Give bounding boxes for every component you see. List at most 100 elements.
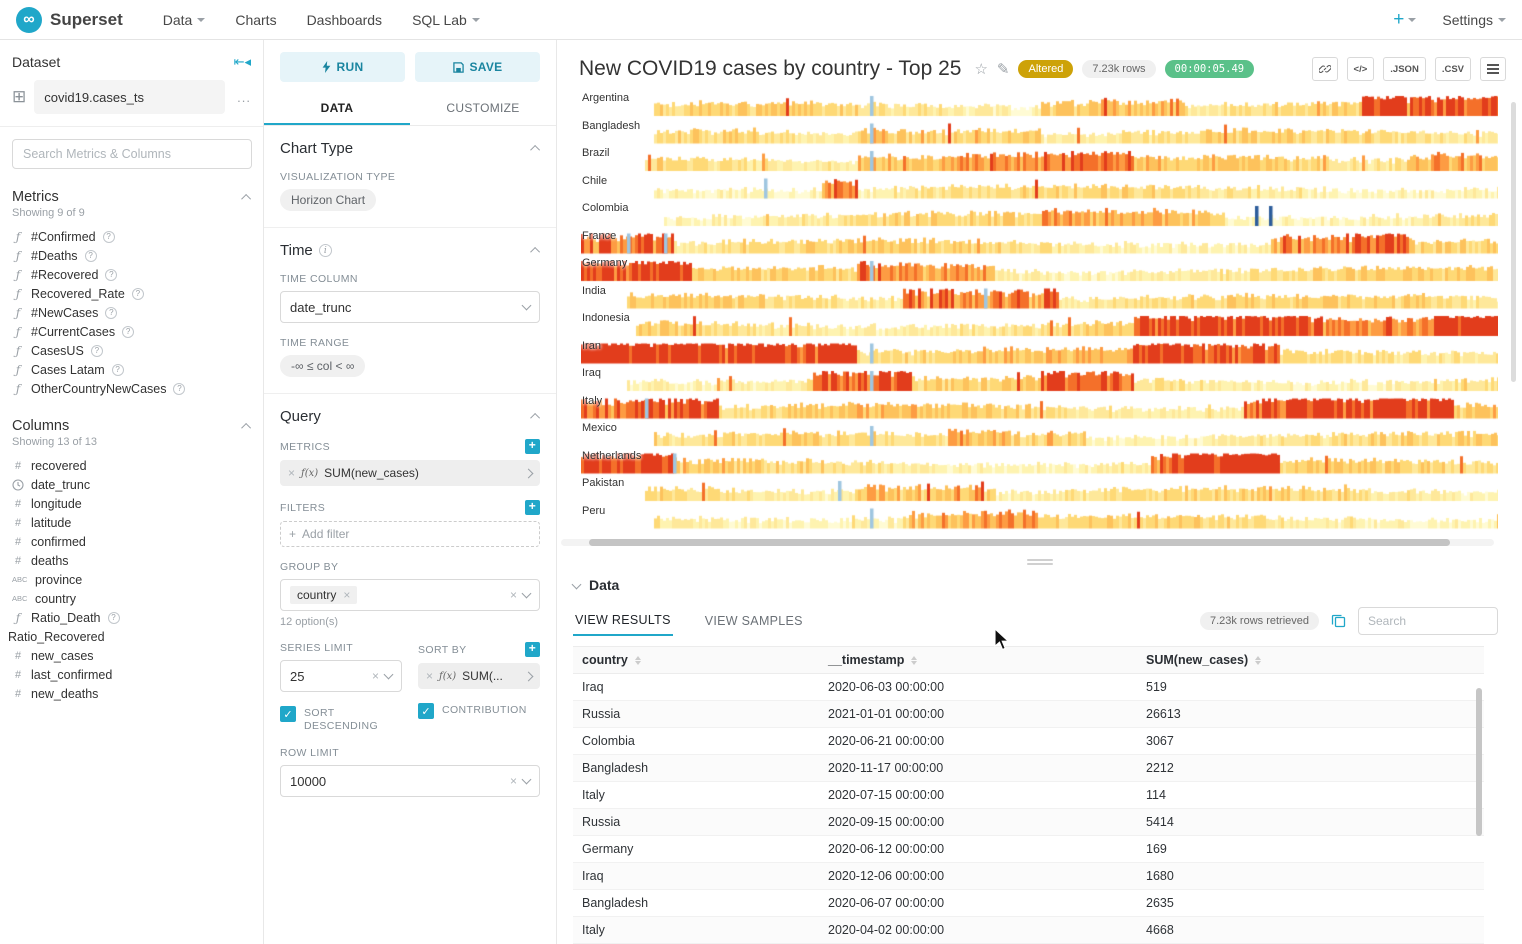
metrics-columns-search-input[interactable] (12, 139, 252, 169)
series-limit-select[interactable]: 25 × (280, 660, 402, 692)
add-filter-dropzone[interactable]: + Add filter (280, 521, 540, 547)
export-json-button[interactable]: .JSON (1383, 57, 1426, 81)
run-button[interactable]: RUN (280, 52, 405, 82)
metric-item[interactable]: ƒ #Confirmed? (0, 227, 263, 246)
column-item[interactable]: ABC country (0, 589, 263, 608)
chart-menu-button[interactable] (1480, 57, 1506, 81)
new-item-button[interactable]: + (1393, 9, 1417, 31)
clear-icon[interactable]: × (509, 774, 517, 789)
column-label: longitude (31, 496, 82, 511)
chevron-up-icon[interactable] (530, 412, 541, 423)
horizon-row-label: Pakistan (582, 477, 625, 489)
add-sort-by-button[interactable]: + (525, 642, 540, 657)
column-item[interactable]: Ratio_Recovered (0, 627, 263, 646)
dataset-more-menu[interactable]: ... (237, 89, 251, 105)
sort-descending-checkbox[interactable]: ✓ (280, 706, 296, 722)
column-header-sum-new-cases-[interactable]: SUM(new_cases) (1137, 646, 1484, 674)
metric-item[interactable]: ƒ Recovered_Rate? (0, 284, 263, 303)
column-item[interactable]: # latitude (0, 513, 263, 532)
metric-label: #NewCases (31, 305, 99, 320)
column-item[interactable]: # deaths (0, 551, 263, 570)
contribution-checkbox[interactable]: ✓ (418, 703, 434, 719)
results-search-input[interactable] (1358, 606, 1498, 635)
save-button[interactable]: SAVE (415, 52, 540, 82)
column-item[interactable]: # confirmed (0, 532, 263, 551)
tab-view-results[interactable]: VIEW RESULTS (573, 605, 673, 636)
export-csv-button[interactable]: .CSV (1434, 57, 1471, 81)
column-item[interactable]: # recovered (0, 456, 263, 475)
series-limit-value: 25 (290, 668, 305, 684)
metric-item[interactable]: ƒ CasesUS? (0, 341, 263, 360)
horizon-chart[interactable]: Argentina Bangladesh Brazil Chile Colombia Fr… (581, 91, 1498, 531)
remove-metric-icon[interactable]: × (288, 466, 296, 480)
group-by-select[interactable]: country × × (280, 579, 540, 611)
chevron-up-icon[interactable] (241, 193, 252, 204)
results-table: country __timestamp SUM(new_cases) Iraq 202… (573, 646, 1484, 944)
metric-item[interactable]: ƒ #CurrentCases? (0, 322, 263, 341)
add-filter-plus-button[interactable]: + (525, 500, 540, 515)
chart-horizontal-scrollbar-thumb[interactable] (589, 539, 1450, 546)
dataset-selector[interactable]: covid19.cases_ts (34, 80, 226, 114)
table-cell: Bangladesh (573, 754, 819, 782)
favorite-star-icon[interactable]: ☆ (974, 61, 988, 78)
chevron-up-icon[interactable] (241, 422, 252, 433)
clear-icon[interactable]: × (509, 588, 517, 602)
table-cell: 2020-04-02 00:00:00 (819, 916, 1137, 944)
column-header---timestamp[interactable]: __timestamp (819, 646, 1137, 674)
superset-home-link[interactable]: ∞ Superset (16, 6, 123, 33)
table-cell: 519 (1137, 673, 1484, 701)
row-limit-label: ROW LIMIT (280, 747, 340, 760)
table-cell: 2020-06-07 00:00:00 (819, 889, 1137, 917)
chevron-up-icon[interactable] (530, 144, 541, 155)
nav-item-dashboards[interactable]: Dashboards (307, 12, 383, 28)
remove-group-by-icon[interactable]: × (343, 588, 351, 602)
nav-item-sql-lab[interactable]: SQL Lab (412, 12, 480, 28)
metric-item[interactable]: ƒ #NewCases? (0, 303, 263, 322)
metric-item[interactable]: ƒ #Recovered? (0, 265, 263, 284)
embed-code-button[interactable]: </> (1346, 57, 1375, 81)
column-item[interactable]: # new_deaths (0, 684, 263, 703)
chart-horizontal-scrollbar-track[interactable] (561, 539, 1494, 546)
table-vertical-scrollbar[interactable] (1476, 688, 1482, 836)
viz-type-chip[interactable]: Horizon Chart (280, 189, 377, 211)
column-header-label: SUM(new_cases) (1146, 653, 1249, 667)
panel-resize-handle[interactable] (1026, 559, 1053, 565)
collapse-panel-icon[interactable]: ⇤◂ (233, 54, 251, 69)
tab-customize[interactable]: CUSTOMIZE (446, 101, 520, 115)
sort-by-chip[interactable]: × ƒ(x) SUM(... (418, 663, 540, 689)
column-item[interactable]: ƒ Ratio_Death? (0, 608, 263, 627)
clear-icon[interactable]: × (371, 669, 379, 683)
group-by-chip-label: country (297, 588, 337, 602)
chevron-down-icon[interactable] (571, 579, 582, 589)
row-limit-select[interactable]: 10000 × (280, 765, 540, 798)
copy-data-icon[interactable] (1331, 613, 1346, 628)
tab-data[interactable]: DATA (264, 92, 410, 125)
column-item[interactable]: ABC province (0, 570, 263, 589)
share-link-button[interactable] (1311, 57, 1338, 81)
edit-properties-icon[interactable]: ✎ (996, 61, 1010, 78)
group-by-chip[interactable]: country × (290, 586, 358, 604)
metric-chip[interactable]: × ƒ(x) SUM(new_cases) (280, 460, 540, 486)
settings-menu[interactable]: Settings (1442, 12, 1506, 28)
save-icon (452, 61, 464, 73)
chevron-up-icon[interactable] (530, 246, 541, 257)
time-range-chip[interactable]: -∞ ≤ col < ∞ (280, 355, 366, 377)
tab-view-samples[interactable]: VIEW SAMPLES (704, 614, 803, 628)
metric-item[interactable]: ƒ Cases Latam? (0, 360, 263, 379)
chart-vertical-scrollbar[interactable] (1511, 102, 1516, 382)
column-item[interactable]: # last_confirmed (0, 665, 263, 684)
add-metric-button[interactable]: + (525, 439, 540, 454)
remove-sort-by-icon[interactable]: × (426, 669, 434, 683)
metric-item[interactable]: ƒ #Deaths? (0, 246, 263, 265)
metric-chip-label: SUM(new_cases) (324, 466, 419, 480)
nav-item-charts[interactable]: Charts (235, 12, 276, 28)
column-item[interactable]: date_trunc (0, 475, 263, 494)
nav-item-data[interactable]: Data (163, 12, 206, 28)
table-cell: 3067 (1137, 727, 1484, 755)
column-item[interactable]: # longitude (0, 494, 263, 513)
time-column-select[interactable]: date_trunc (280, 291, 540, 323)
horizon-row-label: Germany (582, 257, 628, 269)
column-item[interactable]: # new_cases (0, 646, 263, 665)
column-header-country[interactable]: country (573, 646, 819, 674)
metric-item[interactable]: ƒ OtherCountryNewCases? (0, 379, 263, 398)
